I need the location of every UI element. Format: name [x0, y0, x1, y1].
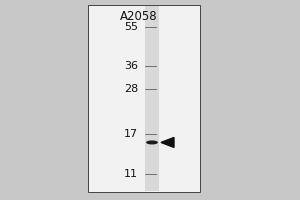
Bar	[88, 5, 200, 192]
Bar	[145, 6, 159, 191]
Polygon shape	[161, 137, 174, 147]
Text: A2058: A2058	[120, 10, 158, 23]
Ellipse shape	[146, 140, 158, 144]
Text: 36: 36	[124, 61, 138, 71]
Text: 17: 17	[124, 129, 138, 139]
Text: 55: 55	[124, 22, 138, 32]
Text: 11: 11	[124, 169, 138, 179]
Text: 28: 28	[124, 84, 138, 94]
